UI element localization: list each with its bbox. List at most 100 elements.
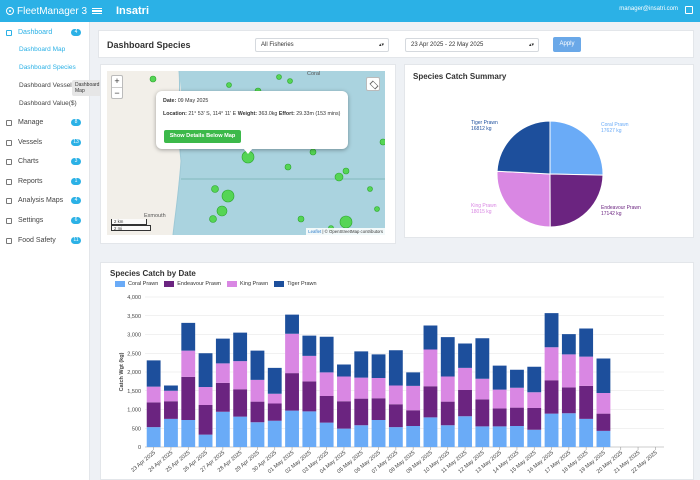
- bar-segment[interactable]: [544, 413, 559, 447]
- bar-segment[interactable]: [146, 402, 161, 428]
- legend-item-king[interactable]: King Prawn: [227, 281, 268, 287]
- bar-segment[interactable]: [250, 401, 265, 423]
- bar-segment[interactable]: [596, 413, 611, 431]
- bar-segment[interactable]: [371, 354, 386, 378]
- bar-segment[interactable]: [527, 366, 542, 393]
- sidebar-item-manage[interactable]: Manage 8: [0, 116, 90, 129]
- bar-segment[interactable]: [233, 332, 248, 362]
- sidebar-subitem-dashboard-value[interactable]: Dashboard Value($): [19, 100, 77, 107]
- legend-item-coral[interactable]: Coral Prawn: [115, 281, 158, 287]
- bar-segment[interactable]: [285, 333, 299, 374]
- bar-segment[interactable]: [319, 396, 334, 423]
- bar-segment[interactable]: [354, 398, 369, 426]
- bar-segment[interactable]: [458, 367, 472, 390]
- bar-segment[interactable]: [371, 398, 386, 420]
- bar-segment[interactable]: [458, 416, 472, 447]
- bar-segment[interactable]: [440, 376, 455, 402]
- bar-segment[interactable]: [544, 380, 559, 414]
- bar-segment[interactable]: [198, 405, 213, 435]
- bar-segment[interactable]: [406, 410, 421, 426]
- bar-segment[interactable]: [198, 387, 213, 405]
- bar-segment[interactable]: [561, 334, 576, 355]
- bar-segment[interactable]: [440, 401, 455, 426]
- bar-segment[interactable]: [406, 372, 421, 386]
- bar-segment[interactable]: [233, 416, 248, 447]
- bar-segment[interactable]: [164, 390, 178, 402]
- sidebar-item-analysis-maps[interactable]: Analysis Maps 4: [0, 194, 90, 207]
- bar-segment[interactable]: [492, 426, 507, 447]
- bar-segment[interactable]: [215, 382, 230, 412]
- map[interactable]: Coral Exmouth + − Date: 09 May 2025 Loca…: [107, 71, 385, 235]
- bar-segment[interactable]: [302, 381, 317, 412]
- bar-segment[interactable]: [423, 386, 438, 418]
- user-email[interactable]: manager@insatri.com: [619, 6, 678, 12]
- bar-segment[interactable]: [319, 422, 334, 447]
- bar-segment[interactable]: [354, 377, 369, 399]
- bar-segment[interactable]: [337, 364, 351, 377]
- bar-segment[interactable]: [215, 338, 230, 364]
- bar-segment[interactable]: [250, 379, 265, 402]
- legend-item-tiger[interactable]: Tiger Prawn: [274, 281, 317, 287]
- bar-segment[interactable]: [596, 358, 611, 394]
- sidebar-item-reports[interactable]: Reports 1: [0, 175, 90, 188]
- bar-segment[interactable]: [510, 387, 524, 408]
- bar-segment[interactable]: [475, 378, 490, 400]
- bar-segment[interactable]: [371, 420, 386, 447]
- bar-segment[interactable]: [302, 355, 317, 382]
- fishery-select[interactable]: All Fisheries ▴▾: [255, 38, 389, 52]
- sidebar-subitem-dashboard-species[interactable]: Dashboard Species: [19, 64, 76, 71]
- bar-segment[interactable]: [492, 389, 507, 409]
- bar-segment[interactable]: [181, 420, 196, 447]
- bar-segment[interactable]: [561, 354, 576, 388]
- bar-segment[interactable]: [181, 322, 196, 351]
- legend-item-endeavour[interactable]: Endeavour Prawn: [164, 281, 221, 287]
- bar-segment[interactable]: [233, 389, 248, 417]
- bar-segment[interactable]: [164, 401, 178, 419]
- menu-icon[interactable]: [92, 7, 102, 15]
- bar-segment[interactable]: [337, 401, 351, 429]
- bar-segment[interactable]: [510, 426, 524, 447]
- bar-segment[interactable]: [475, 426, 490, 447]
- bar-segment[interactable]: [215, 363, 230, 383]
- fullscreen-icon[interactable]: [685, 6, 693, 14]
- bar-segment[interactable]: [388, 404, 403, 428]
- sidebar-subitem-dashboard-vessels[interactable]: Dashboard Vessels: [19, 82, 76, 89]
- bar-segment[interactable]: [579, 356, 594, 386]
- bar-segment[interactable]: [458, 343, 472, 368]
- bar-segment[interactable]: [337, 376, 351, 402]
- bar-segment[interactable]: [579, 385, 594, 419]
- leaflet-link[interactable]: Leaflet: [308, 229, 322, 234]
- bar-segment[interactable]: [233, 361, 248, 390]
- bar-segment[interactable]: [423, 417, 438, 447]
- sidebar-item-settings[interactable]: Settings 6: [0, 214, 90, 227]
- bar-segment[interactable]: [527, 392, 542, 408]
- sidebar-subitem-dashboard-map[interactable]: Dashboard Map: [19, 46, 66, 53]
- bar-segment[interactable]: [561, 413, 576, 447]
- bar-segment[interactable]: [388, 427, 403, 447]
- bar-segment[interactable]: [181, 376, 196, 420]
- sidebar-item-charts[interactable]: Charts 3: [0, 155, 90, 168]
- bar-segment[interactable]: [458, 390, 472, 417]
- bar-segment[interactable]: [181, 350, 196, 377]
- bar-segment[interactable]: [319, 372, 334, 396]
- bar-segment[interactable]: [527, 429, 542, 447]
- show-details-button[interactable]: Show Details Below Map: [164, 130, 241, 143]
- bar-segment[interactable]: [388, 350, 403, 386]
- bar-segment[interactable]: [579, 328, 594, 357]
- bar-segment[interactable]: [285, 314, 299, 334]
- bar-segment[interactable]: [440, 425, 455, 447]
- apply-button[interactable]: Apply: [553, 37, 581, 52]
- bar-segment[interactable]: [337, 428, 351, 447]
- sidebar-item-food-safety[interactable]: Food Safety 11: [0, 234, 90, 247]
- bar-segment[interactable]: [475, 338, 490, 379]
- zoom-in-button[interactable]: +: [114, 76, 120, 86]
- bar-segment[interactable]: [164, 385, 178, 391]
- bar-segment[interactable]: [596, 393, 611, 414]
- bar-segment[interactable]: [319, 336, 334, 373]
- bar-segment[interactable]: [198, 434, 213, 447]
- bar-segment[interactable]: [267, 393, 282, 404]
- bar-segment[interactable]: [544, 313, 559, 348]
- bar-segment[interactable]: [492, 365, 507, 390]
- sidebar-item-vessels[interactable]: Vessels 13: [0, 136, 90, 149]
- bar-segment[interactable]: [354, 425, 369, 447]
